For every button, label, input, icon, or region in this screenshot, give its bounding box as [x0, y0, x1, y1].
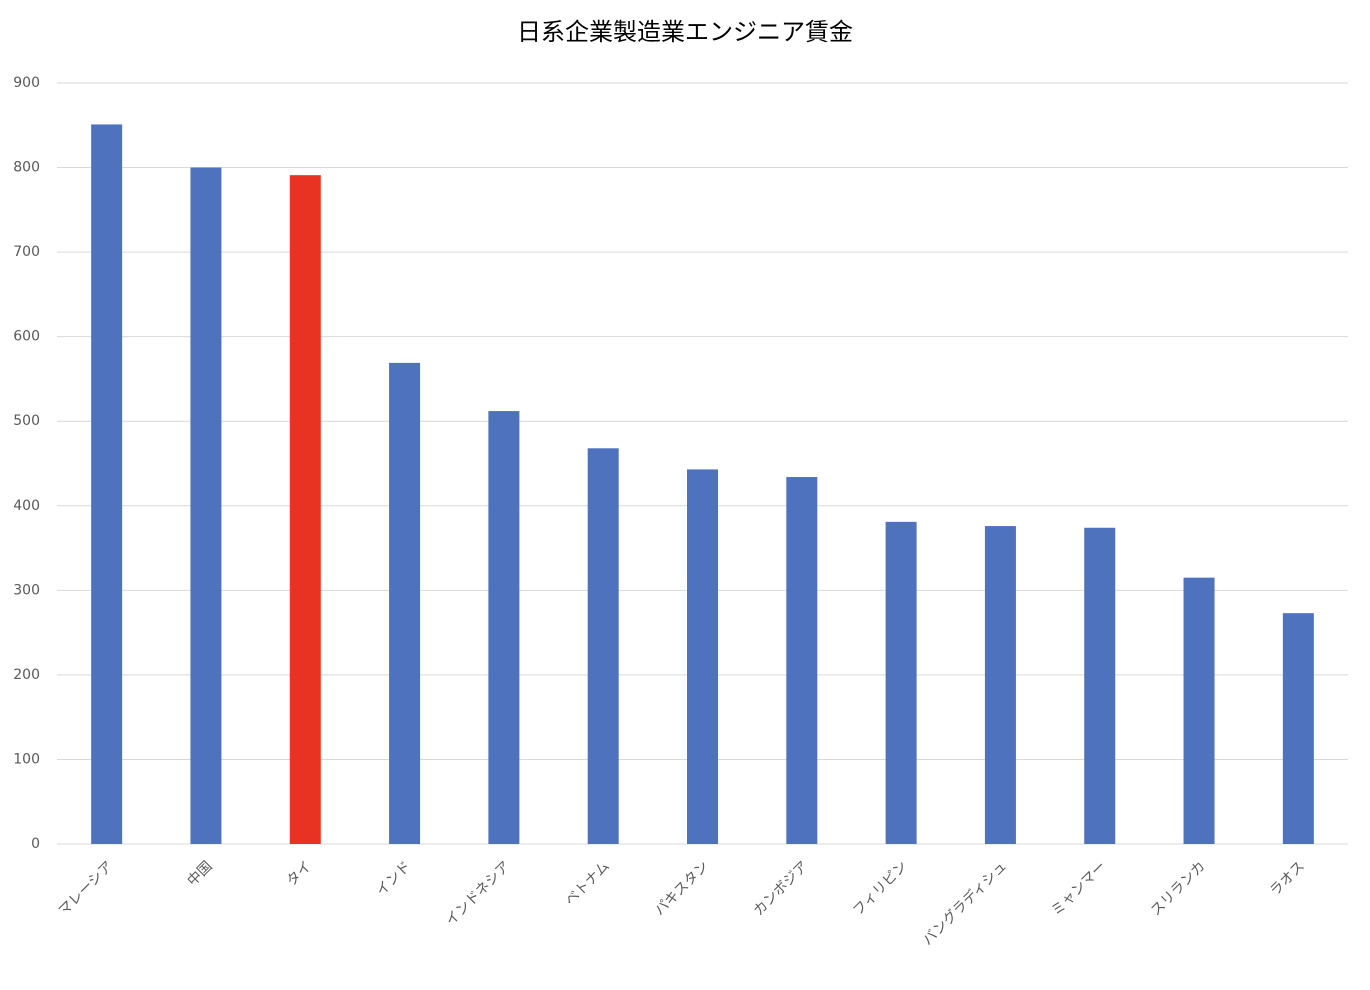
bar [488, 411, 520, 844]
bar [1282, 613, 1314, 844]
bar [91, 124, 123, 844]
x-tick-label: パキスタン [652, 858, 713, 919]
x-tick-label: カンボジア [751, 858, 812, 919]
bar [1084, 527, 1116, 844]
bar [1183, 577, 1215, 844]
bar [190, 167, 222, 845]
y-tick-label: 300 [13, 582, 40, 598]
y-tick-label: 200 [13, 667, 40, 683]
bar [885, 521, 917, 844]
x-tick-label: タイ [284, 858, 315, 889]
bar [687, 469, 718, 844]
x-tick-label: ベトナム [562, 858, 613, 909]
x-tick-label: スリランカ [1148, 858, 1209, 919]
x-tick-label: ミャンマー [1049, 858, 1110, 919]
x-tick-label: マレーシア [56, 858, 117, 919]
y-tick-label: 800 [13, 160, 40, 176]
x-tick-label: フィリピン [850, 858, 911, 919]
x-tick-label: ラオス [1267, 858, 1308, 899]
y-tick-label: 500 [13, 413, 40, 429]
bar [984, 526, 1016, 844]
x-tick-label: 中国 [185, 858, 216, 889]
y-tick-label: 600 [13, 329, 40, 345]
y-tick-label: 900 [13, 75, 40, 91]
bar [289, 175, 321, 845]
y-tick-label: 700 [13, 244, 40, 260]
chart-title: 日系企業製造業エンジニア賃金 [517, 18, 853, 46]
y-tick-label: 400 [13, 498, 40, 514]
x-tick-label: バングラディシュ [919, 858, 1010, 949]
y-tick-label: 0 [31, 836, 40, 852]
bar [786, 477, 818, 844]
x-tick-label: インドネシア [443, 858, 514, 929]
x-tick-label: インド [373, 858, 414, 899]
y-tick-label: 100 [13, 751, 40, 767]
bar [587, 448, 619, 844]
bar [389, 362, 421, 844]
